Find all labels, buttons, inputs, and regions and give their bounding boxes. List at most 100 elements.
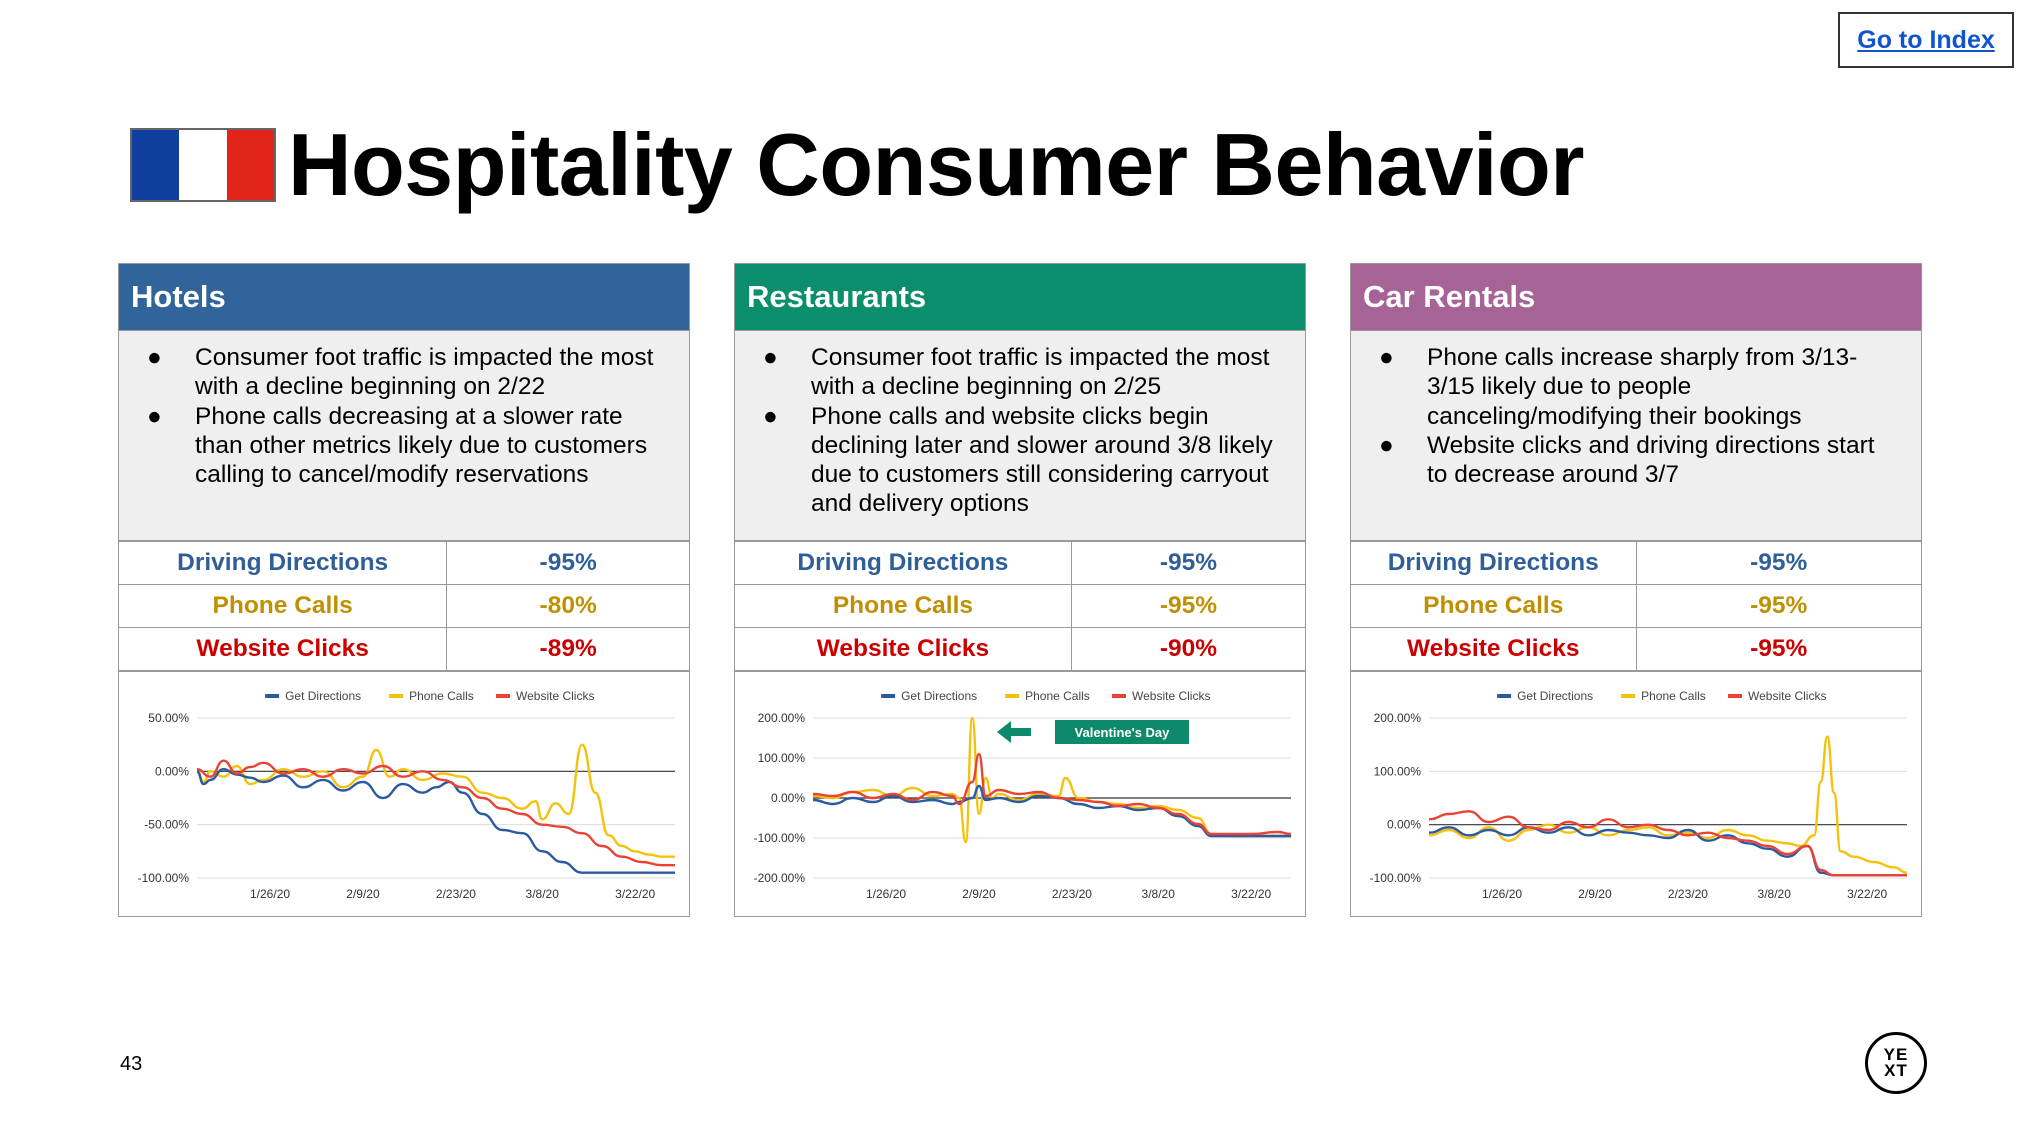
metric-label: Website Clicks — [1350, 627, 1637, 671]
stats-row: Website Clicks -89% — [117, 627, 690, 671]
car-rentals-panel: Car Rentals ● Phone calls increase sharply… — [1350, 263, 1922, 917]
metric-label: Driving Directions — [734, 541, 1072, 585]
legend-label: Phone Calls — [409, 689, 474, 703]
metric-value: -95% — [1635, 627, 1922, 671]
stats-table: Driving Directions -95% Phone Calls -80% Web… — [117, 541, 690, 671]
y-tick-label: 100.00% — [1374, 764, 1422, 778]
insight-bullet: ● Phone calls and website clicks begin de… — [763, 402, 1285, 519]
series-line-phone-calls — [1428, 735, 1908, 874]
legend-label: Get Directions — [1517, 689, 1593, 703]
bullet-icon: ● — [147, 344, 162, 371]
annotation-arrow-icon — [996, 721, 1031, 743]
insight-text: Consumer foot traffic is impacted the mo… — [195, 344, 654, 401]
legend-label: Website Clicks — [1132, 689, 1210, 703]
legend-label: Website Clicks — [516, 689, 594, 703]
x-tick-label: 3/8/20 — [526, 887, 560, 901]
metric-label: Phone Calls — [734, 584, 1072, 628]
annotation-label: Valentine's Day — [1075, 725, 1171, 740]
x-tick-label: 3/8/20 — [1758, 887, 1792, 901]
y-tick-label: 0.00% — [1387, 818, 1421, 832]
insight-bullet: ● Website clicks and driving directions s… — [1379, 431, 1901, 490]
stats-row: Phone Calls -95% — [734, 584, 1307, 628]
insight-text: Phone calls increase sharply from 3/13-3… — [1427, 344, 1858, 430]
series-line-website-clicks — [1428, 810, 1908, 877]
go-to-index-link[interactable]: Go to Index — [1838, 12, 2014, 68]
stats-row: Phone Calls -80% — [117, 584, 690, 628]
x-tick-label: 2/23/20 — [1052, 887, 1092, 901]
panel-header: Hotels — [118, 263, 690, 331]
metric-label: Phone Calls — [1350, 584, 1637, 628]
x-tick-label: 2/9/20 — [1578, 887, 1612, 901]
page-title: Hospitality Consumer Behavior — [288, 115, 1585, 214]
x-tick-label: 2/9/20 — [346, 887, 380, 901]
bullet-icon: ● — [763, 344, 778, 371]
metric-value: -90% — [1070, 627, 1307, 671]
x-tick-label: 1/26/20 — [250, 887, 290, 901]
insight-bullet: ● Phone calls increase sharply from 3/13-… — [1379, 343, 1901, 431]
chart-svg: Get Directions Phone Calls Website Clicks 2… — [1370, 689, 1908, 901]
stats-row: Driving Directions -95% — [117, 541, 690, 585]
x-tick-label: 3/22/20 — [615, 887, 655, 901]
y-tick-label: -200.00% — [754, 871, 806, 885]
bullet-icon: ● — [763, 402, 778, 430]
stats-row: Driving Directions -95% — [1350, 541, 1922, 585]
panel-header: Restaurants — [734, 263, 1306, 331]
metric-value: -95% — [1635, 541, 1922, 585]
bullet-icon: ● — [1379, 431, 1394, 459]
stats-row: Website Clicks -95% — [1350, 627, 1922, 671]
legend-label: Phone Calls — [1025, 689, 1090, 703]
y-tick-label: 100.00% — [758, 751, 806, 765]
x-tick-label: 3/8/20 — [1142, 887, 1176, 901]
france-flag-icon — [130, 128, 276, 202]
y-tick-label: -50.00% — [144, 818, 189, 832]
legend-label: Get Directions — [901, 689, 977, 703]
metric-value: -95% — [1635, 584, 1922, 628]
metric-value: -95% — [1070, 541, 1307, 585]
x-tick-label: 3/22/20 — [1231, 887, 1271, 901]
metric-value: -80% — [446, 584, 690, 628]
logo-line-1: YE — [1883, 1045, 1909, 1064]
insight-bullet: ● Phone calls decreasing at a slower rate… — [147, 402, 669, 490]
yext-logo: YE XT — [1865, 1032, 1927, 1094]
y-tick-label: -100.00% — [138, 871, 190, 885]
logo-line-2: XT — [1884, 1061, 1908, 1080]
x-tick-label: 3/22/20 — [1847, 887, 1887, 901]
insight-text: Phone calls decreasing at a slower rate … — [195, 402, 648, 489]
trend-chart: Get Directions Phone Calls Website Clicks 2… — [1350, 671, 1922, 917]
series-line-get-directions — [196, 768, 675, 874]
hotels-panel: Hotels ● Consumer foot traffic is impacted… — [117, 263, 690, 917]
stats-row: Driving Directions -95% — [734, 541, 1307, 585]
series-line-website-clicks — [196, 759, 675, 867]
insight-bullet: ● Consumer foot traffic is impacted the m… — [763, 343, 1285, 402]
series-line-phone-calls — [196, 743, 675, 858]
metric-label: Website Clicks — [734, 627, 1072, 671]
series-line-website-clicks — [812, 752, 1292, 836]
panel-insights: ● Consumer foot traffic is impacted the m… — [734, 331, 1306, 541]
stats-row: Phone Calls -95% — [1350, 584, 1922, 628]
metric-label: Driving Directions — [1350, 541, 1637, 585]
metric-value: -95% — [1070, 584, 1307, 628]
legend-label: Website Clicks — [1748, 689, 1826, 703]
metric-label: Phone Calls — [117, 584, 448, 628]
x-tick-label: 2/23/20 — [436, 887, 476, 901]
annotation-box — [1054, 720, 1189, 744]
x-tick-label: 1/26/20 — [1482, 887, 1522, 901]
metric-value: -89% — [446, 627, 690, 671]
y-tick-label: 50.00% — [148, 711, 189, 725]
y-tick-label: 0.00% — [771, 791, 805, 805]
insight-bullet: ● Consumer foot traffic is impacted the m… — [147, 343, 669, 402]
legend-label: Phone Calls — [1641, 689, 1706, 703]
stats-row: Website Clicks -90% — [734, 627, 1307, 671]
insight-text: Consumer foot traffic is impacted the mo… — [811, 344, 1270, 401]
x-tick-label: 1/26/20 — [866, 887, 906, 901]
panel-header: Car Rentals — [1350, 263, 1922, 331]
y-tick-label: 200.00% — [758, 711, 806, 725]
insight-text: Website clicks and driving directions st… — [1427, 431, 1875, 489]
insight-text: Phone calls and website clicks begin dec… — [811, 402, 1273, 518]
y-tick-label: 200.00% — [1374, 711, 1422, 725]
page-number: 43 — [120, 1053, 143, 1075]
metric-label: Driving Directions — [117, 541, 448, 585]
series-line-phone-calls — [812, 716, 1291, 844]
legend-label: Get Directions — [285, 689, 361, 703]
y-tick-label: -100.00% — [1370, 871, 1422, 885]
